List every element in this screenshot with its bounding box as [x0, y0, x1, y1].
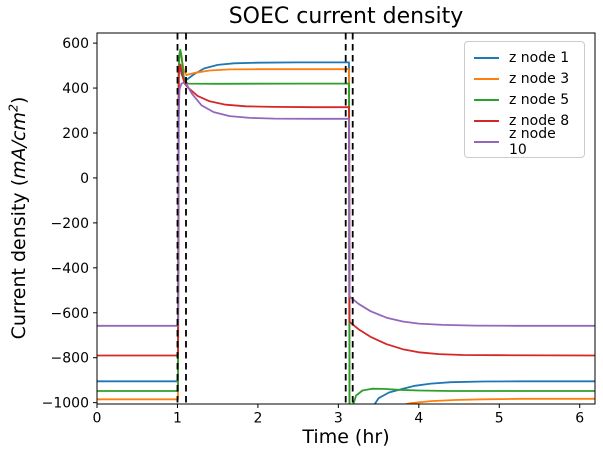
x-tick-label: 2: [253, 411, 262, 427]
y-tick-label: −600: [51, 306, 89, 322]
legend-item-label: z node 3: [509, 70, 570, 87]
series-line-z-node-5: [97, 49, 595, 404]
legend-item-z-node-3: z node 3: [474, 69, 575, 88]
chart-title: SOEC current density: [228, 4, 464, 29]
x-axis-label: Time (hr): [302, 426, 390, 448]
x-tick-label: 4: [414, 411, 423, 427]
y-tick-label: −800: [51, 351, 89, 367]
y-tick-label: −1000: [42, 396, 89, 412]
y-tick-label: 0: [80, 171, 89, 187]
y-tick-label: 400: [62, 81, 89, 97]
x-tick-label: 6: [575, 411, 584, 427]
legend-item-z-node-5: z node 5: [474, 90, 575, 109]
legend-item-label: z node 5: [509, 91, 570, 108]
legend-item-z-node-8: z node 8: [474, 111, 575, 130]
x-tick-label: 1: [173, 411, 182, 427]
legend-swatch-line: [474, 56, 499, 59]
legend-item-z-node-1: z node 1: [474, 48, 575, 67]
x-tick-label: 3: [334, 411, 343, 427]
series-line-z-node-10: [97, 81, 595, 327]
series-line-z-node-8: [97, 63, 595, 357]
legend-swatch-line: [474, 140, 499, 143]
legend-swatch-line: [474, 119, 499, 122]
y-tick-label: 600: [62, 36, 89, 52]
y-tick-label: −400: [51, 261, 89, 277]
legend-item-z-node-10: z node 10: [474, 126, 575, 158]
legend-swatch-line: [474, 98, 499, 101]
x-tick-label: 0: [93, 411, 102, 427]
plot-border: [96, 32, 596, 405]
y-tick-label: −200: [51, 216, 89, 232]
legend-swatch-line: [474, 77, 499, 80]
legend-item-label: z node 8: [509, 112, 570, 129]
legend-item-label: z node 10: [509, 125, 556, 158]
legend-item-label: z node 1: [509, 49, 570, 66]
y-tick-label: 200: [62, 126, 89, 142]
x-tick-label: 5: [495, 411, 504, 427]
